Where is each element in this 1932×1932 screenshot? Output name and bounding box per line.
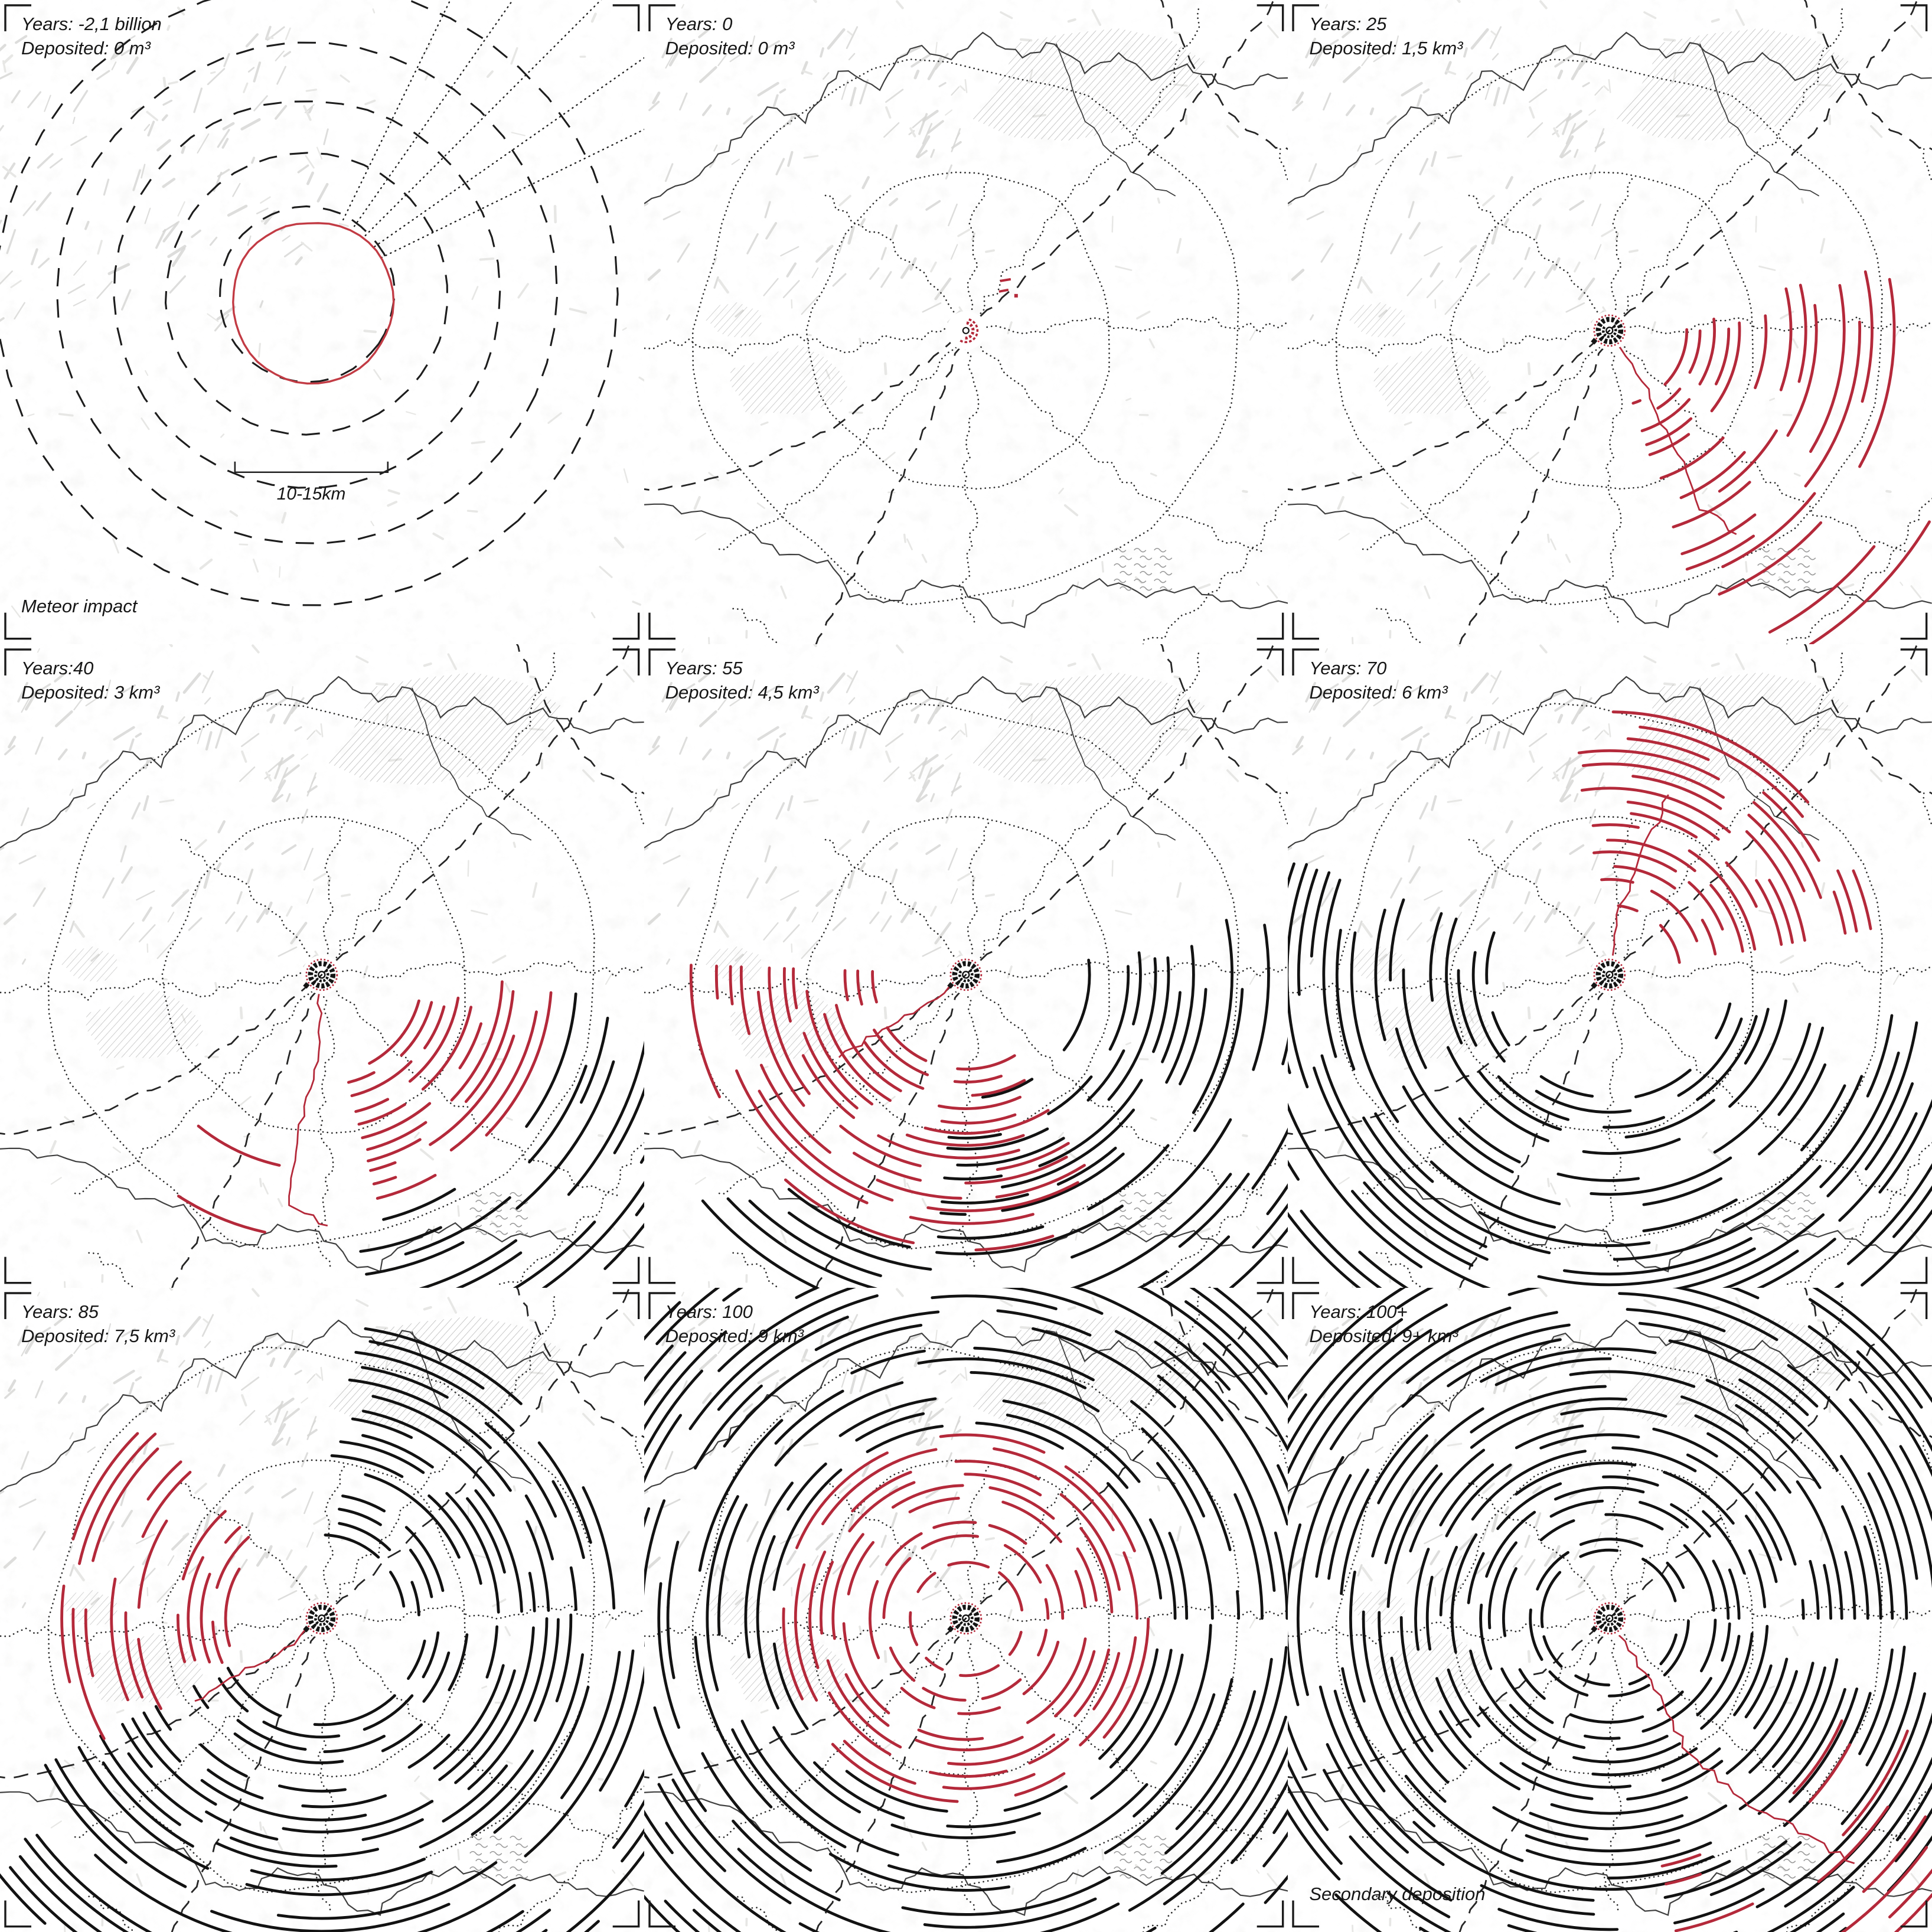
deposited-label: Deposited: 9 km³ — [665, 1326, 804, 1347]
years-label: Years: 85 — [21, 1301, 99, 1323]
years-label: Years:40 — [21, 657, 94, 678]
panel-years-85: Years: 85 Deposited: 7,5 km³ — [0, 1288, 644, 1932]
crater-marker-icon — [1590, 955, 1630, 994]
panel-caption: Secondary deposition — [1309, 1883, 1486, 1904]
years-label: Years: 55 — [665, 657, 743, 678]
panel-years-25: Years: 25 Deposited: 1,5 km³ — [1288, 0, 1932, 644]
map-canvas — [1288, 1288, 1932, 1932]
panel-label: Years: 0 Deposited: 0 m³ — [665, 12, 795, 60]
map-canvas — [1288, 0, 1932, 644]
crater-marker-icon — [1590, 311, 1630, 350]
panel-label: Years: 85 Deposited: 7,5 km³ — [21, 1300, 175, 1348]
panel-impact: Years: -2,1 billion Deposited: 0 m³ 10-1… — [0, 0, 644, 644]
deposited-label: Deposited: 4,5 km³ — [665, 681, 819, 703]
crater-marker-icon — [946, 1599, 985, 1639]
panel-caption: Meteor impact — [21, 595, 138, 616]
map-canvas — [0, 644, 644, 1288]
years-label: Years: 70 — [1309, 657, 1387, 678]
map-canvas — [644, 1288, 1288, 1932]
crater-marker-icon — [1590, 1599, 1630, 1639]
crater-marker-icon — [302, 1599, 341, 1639]
map-canvas — [644, 644, 1288, 1288]
panel-years-0: Years: 0 Deposited: 0 m³ — [644, 0, 1288, 644]
deposited-label: Deposited: 3 km³ — [21, 681, 160, 703]
panel-label: Years: -2,1 billion Deposited: 0 m³ — [21, 12, 162, 60]
panel-years-100: Years: 100 Deposited: 9 km³ — [644, 1288, 1288, 1932]
crater-marker-icon — [946, 955, 985, 994]
years-label: Years: -2,1 billion — [21, 14, 162, 34]
deposited-label: Deposited: 1,5 km³ — [1309, 38, 1463, 58]
years-label: Years: 0 — [665, 14, 733, 34]
map-canvas — [0, 1288, 644, 1932]
map-canvas — [644, 0, 1288, 644]
deposited-label: Deposited: 6 km³ — [1309, 681, 1448, 703]
panel-label: Years: 55 Deposited: 4,5 km³ — [665, 656, 819, 704]
panel-label: Years: 70 Deposited: 6 km³ — [1309, 656, 1447, 704]
panel-label: Years:40 Deposited: 3 km³ — [21, 656, 159, 704]
scalebar-label: 10-15km — [276, 484, 346, 504]
years-label: Years: 25 — [1309, 14, 1387, 34]
crater-marker-icon — [946, 278, 1018, 350]
impact-diagram-canvas — [0, 0, 644, 644]
deposited-label: Deposited: 0 m³ — [665, 38, 795, 58]
deposited-label: Deposited: 0 m³ — [21, 38, 151, 58]
panel-years-40: Years:40 Deposited: 3 km³ — [0, 644, 644, 1288]
panel-years-55: Years: 55 Deposited: 4,5 km³ — [644, 644, 1288, 1288]
deposited-label: Deposited: 9+ km³ — [1309, 1326, 1458, 1347]
panel-label: Years: 25 Deposited: 1,5 km³ — [1309, 12, 1463, 60]
years-label: Years: 100+ — [1309, 1301, 1408, 1323]
map-canvas — [1288, 644, 1932, 1288]
panel-label: Years: 100+ Deposited: 9+ km³ — [1309, 1300, 1458, 1348]
deposited-label: Deposited: 7,5 km³ — [21, 1326, 175, 1347]
years-label: Years: 100 — [665, 1301, 753, 1323]
panel-years-70: Years: 70 Deposited: 6 km³ — [1288, 644, 1932, 1288]
panel-years-100-plus: Years: 100+ Deposited: 9+ km³ Secondary … — [1288, 1288, 1932, 1932]
crater-marker-icon — [302, 955, 341, 994]
panel-label: Years: 100 Deposited: 9 km³ — [665, 1300, 804, 1348]
